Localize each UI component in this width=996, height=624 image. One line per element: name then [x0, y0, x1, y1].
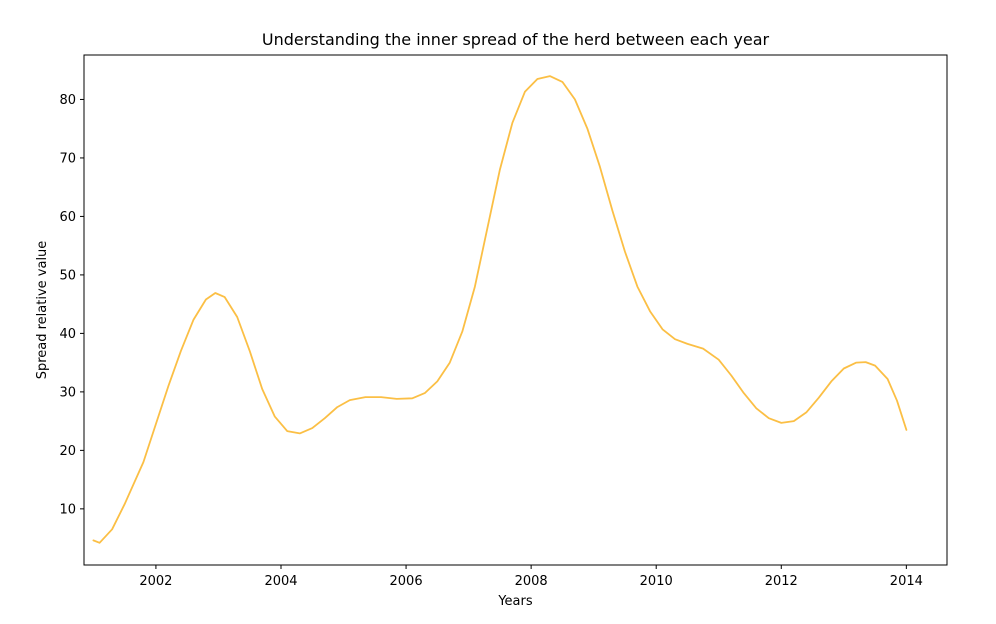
plot-area	[84, 55, 947, 565]
y-axis-label: Spread relative value	[35, 241, 50, 380]
x-tick-label: 2008	[515, 574, 548, 589]
y-axis-ticks: 10 20 30 40 50 60 70 80	[59, 93, 84, 517]
y-tick-label: 50	[59, 268, 76, 283]
x-tick-label: 2006	[390, 574, 423, 589]
x-tick-label: 2010	[640, 574, 673, 589]
x-tick-label: 2014	[890, 574, 923, 589]
y-tick-label: 80	[59, 93, 76, 108]
chart-title: Understanding the inner spread of the he…	[262, 30, 770, 49]
y-tick-label: 10	[59, 502, 76, 517]
plot-frame	[83, 54, 948, 566]
y-tick-label: 60	[59, 210, 76, 225]
y-tick-label: 70	[59, 151, 76, 166]
x-tick-label: 2004	[264, 574, 297, 589]
y-tick-label: 30	[59, 385, 76, 400]
y-tick-label: 20	[59, 444, 76, 459]
x-tick-label: 2012	[765, 574, 798, 589]
series-line	[92, 75, 908, 544]
y-tick-label: 40	[59, 327, 76, 342]
x-axis-label: Years	[497, 594, 533, 609]
x-tick-label: 2002	[139, 574, 172, 589]
x-axis-ticks: 2002 2004 2006 2008 2010 2012 2014	[139, 565, 923, 589]
